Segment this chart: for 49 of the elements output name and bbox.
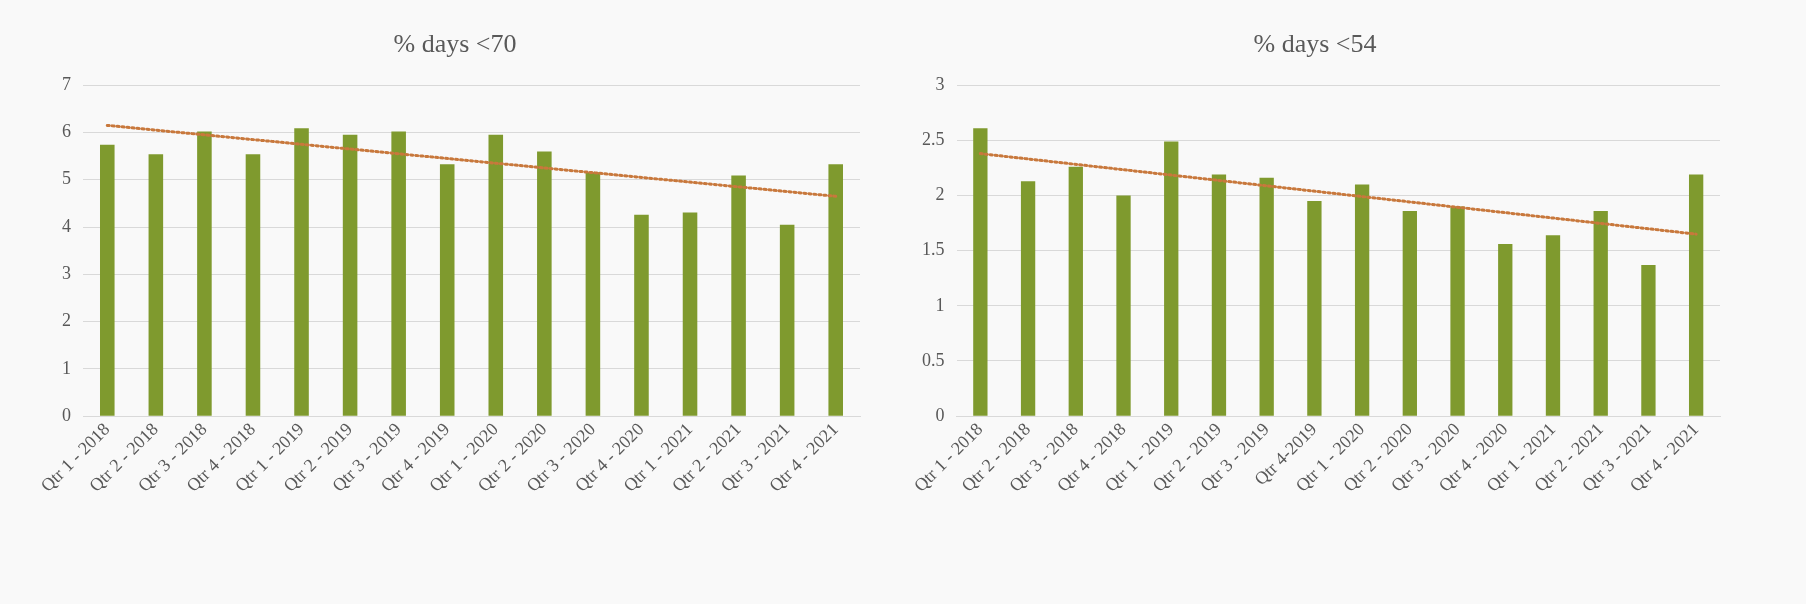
y-tick-label: 2.5	[922, 129, 945, 150]
bar	[1116, 195, 1131, 416]
y-tick-label: 1	[62, 357, 71, 378]
y-tick-label: 5	[62, 168, 71, 189]
bar	[294, 128, 309, 416]
bar	[197, 131, 212, 416]
bar	[973, 128, 988, 416]
bar	[148, 154, 164, 416]
bar	[100, 144, 115, 416]
bar	[1402, 210, 1417, 416]
bar	[342, 134, 358, 416]
y-tick-label: 3	[62, 263, 71, 284]
bar	[1354, 184, 1370, 416]
y-tick-label: 1	[935, 294, 945, 315]
bar	[634, 214, 649, 416]
y-tick-label: 0	[935, 404, 945, 425]
bar	[1307, 201, 1322, 416]
y-tick-label: 4	[62, 215, 71, 236]
chart-title: % days <54	[1253, 29, 1377, 59]
bar	[1593, 210, 1608, 416]
bar	[1020, 181, 1036, 416]
y-tick-label: 2	[935, 184, 945, 205]
y-tick-label: 3	[935, 73, 945, 94]
bar	[1641, 265, 1656, 416]
bar	[1498, 244, 1513, 416]
bar	[1259, 177, 1274, 416]
bar	[585, 172, 601, 416]
bar	[488, 134, 504, 416]
bar	[1545, 235, 1561, 416]
bar	[731, 175, 746, 416]
y-tick-label: 2	[62, 310, 71, 331]
y-tick-label: 1.5	[922, 239, 945, 260]
bar	[828, 164, 843, 416]
bar	[682, 212, 698, 416]
bar	[1068, 166, 1083, 416]
bar	[391, 131, 406, 416]
bar	[1688, 174, 1704, 416]
bar	[1211, 174, 1227, 416]
bar	[779, 224, 795, 416]
bar	[1164, 141, 1179, 416]
bar	[537, 151, 552, 416]
bar	[1450, 206, 1465, 416]
y-tick-label: 7	[62, 73, 71, 94]
bar	[245, 154, 261, 416]
y-tick-label: 6	[62, 121, 71, 142]
y-tick-label: 0	[62, 404, 71, 425]
y-tick-label: 0.5	[922, 349, 945, 370]
chart-title: % days <70	[393, 29, 517, 59]
bar	[439, 164, 455, 416]
